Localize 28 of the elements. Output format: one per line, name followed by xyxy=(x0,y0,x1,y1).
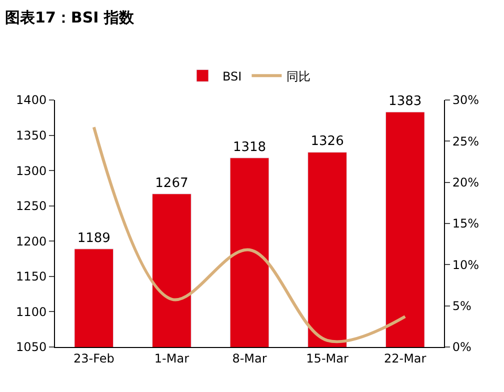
y2-tick-label: 25% xyxy=(452,134,480,148)
legend-label: 同比 xyxy=(286,69,311,84)
y2-tick-label: 30% xyxy=(452,93,480,108)
y-tick-label: 1350 xyxy=(16,128,47,142)
y2-tick-label: 5% xyxy=(452,299,472,314)
y-tick-label: 1200 xyxy=(16,234,47,248)
y2-tick-label: 0% xyxy=(452,340,472,354)
data-label: 1318 xyxy=(232,140,266,155)
x-tick-label: 23-Feb xyxy=(73,351,114,366)
y2-tick-label: 15% xyxy=(452,216,480,231)
y-tick-label: 1050 xyxy=(16,340,47,354)
y-tick-label: 1150 xyxy=(16,270,47,284)
y-tick-label: 1100 xyxy=(16,304,47,319)
y-tick-label: 1250 xyxy=(16,199,47,214)
data-label: 1189 xyxy=(77,230,110,246)
legend-label: BSI xyxy=(222,69,242,84)
y-tick-label: 1300 xyxy=(16,164,47,178)
x-tick-label: 8-Mar xyxy=(232,351,267,366)
data-label: 1326 xyxy=(310,134,344,150)
y-tick-label: 1400 xyxy=(16,93,47,108)
data-label: 1383 xyxy=(388,94,422,109)
data-label: 1267 xyxy=(155,176,188,191)
y2-tick-label: 20% xyxy=(452,176,480,190)
chart-title: 图表17：BSI 指数 xyxy=(5,8,135,26)
x-tick-label: 22-Mar xyxy=(384,351,426,366)
x-tick-label: 1-Mar xyxy=(154,351,190,366)
y2-tick-label: 10% xyxy=(452,258,480,272)
x-tick-label: 15-Mar xyxy=(306,351,348,366)
